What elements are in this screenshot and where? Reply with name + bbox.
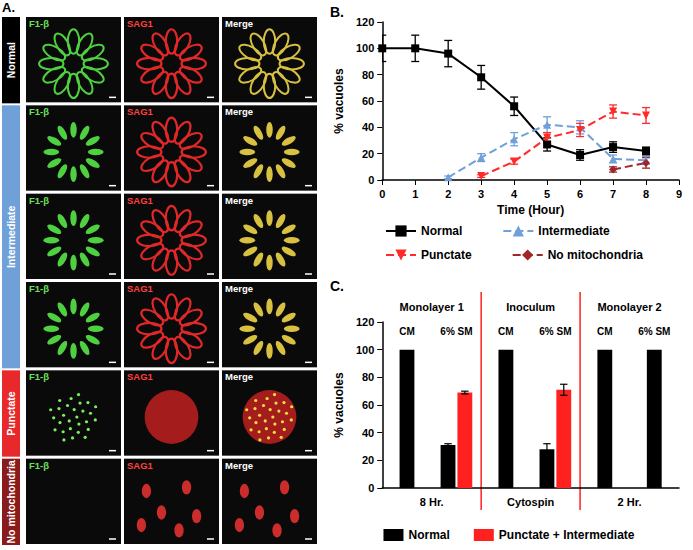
svg-text:0: 0: [368, 482, 374, 494]
svg-text:CM: CM: [399, 326, 415, 337]
svg-text:40: 40: [362, 427, 374, 439]
svg-text:0: 0: [379, 188, 385, 200]
svg-text:Normal: Normal: [408, 528, 449, 542]
svg-text:CM: CM: [498, 326, 514, 337]
svg-text:C.: C.: [330, 278, 344, 294]
svg-text:F1-β: F1-β: [29, 460, 49, 471]
svg-text:Time (Hour): Time (Hour): [497, 203, 564, 217]
svg-text:80: 80: [362, 69, 374, 81]
svg-text:3: 3: [478, 188, 484, 200]
svg-text:8 Hr.: 8 Hr.: [420, 496, 444, 508]
svg-text:SAG1: SAG1: [127, 18, 154, 29]
svg-text:40: 40: [362, 121, 374, 133]
svg-text:Merge: Merge: [225, 460, 253, 471]
svg-text:No mitochondria: No mitochondria: [5, 460, 17, 544]
svg-text:60: 60: [362, 399, 374, 411]
svg-text:Punctate: Punctate: [421, 248, 472, 262]
svg-text:Punctate + Intermediate: Punctate + Intermediate: [499, 528, 635, 542]
svg-text:Merge: Merge: [225, 195, 253, 206]
svg-text:SAG1: SAG1: [127, 283, 154, 294]
svg-text:0: 0: [368, 174, 374, 186]
svg-text:Normal: Normal: [5, 42, 17, 78]
svg-text:F1-β: F1-β: [29, 18, 49, 29]
svg-text:5: 5: [544, 188, 550, 200]
svg-text:Punctate: Punctate: [5, 391, 17, 436]
svg-text:Inoculum: Inoculum: [506, 301, 555, 313]
svg-text:9: 9: [676, 188, 682, 200]
svg-text:Monolayer 1: Monolayer 1: [400, 301, 464, 313]
svg-text:F1-β: F1-β: [29, 371, 49, 382]
svg-text:F1-β: F1-β: [29, 106, 49, 117]
svg-text:Normal: Normal: [421, 224, 462, 238]
svg-text:F1-β: F1-β: [29, 283, 49, 294]
svg-text:SAG1: SAG1: [127, 371, 154, 382]
svg-text:6% SM: 6% SM: [638, 326, 670, 337]
svg-text:100: 100: [356, 344, 374, 356]
svg-text:% vacuoles: % vacuoles: [332, 372, 346, 438]
svg-text:7: 7: [610, 188, 616, 200]
svg-text:Intermediate: Intermediate: [5, 205, 17, 268]
svg-text:A.: A.: [2, 0, 15, 15]
svg-text:Merge: Merge: [225, 18, 253, 29]
svg-text:80: 80: [362, 371, 374, 383]
svg-text:1: 1: [412, 188, 418, 200]
svg-text:Cytospin: Cytospin: [507, 496, 554, 508]
svg-text:CM: CM: [597, 326, 613, 337]
svg-text:2 Hr.: 2 Hr.: [618, 496, 642, 508]
svg-text:Merge: Merge: [225, 283, 253, 294]
svg-text:F1-β: F1-β: [29, 195, 49, 206]
svg-text:20: 20: [362, 148, 374, 160]
svg-text:Merge: Merge: [225, 106, 253, 117]
svg-text:4: 4: [511, 188, 518, 200]
svg-text:B.: B.: [330, 4, 344, 20]
svg-text:120: 120: [356, 316, 374, 328]
svg-text:100: 100: [356, 42, 374, 54]
svg-text:6% SM: 6% SM: [440, 326, 472, 337]
svg-text:120: 120: [356, 16, 374, 28]
svg-text:Intermediate: Intermediate: [538, 224, 610, 238]
svg-text:20: 20: [362, 454, 374, 466]
svg-text:% vacuoles: % vacuoles: [332, 68, 346, 134]
svg-text:No mitochondria: No mitochondria: [548, 248, 644, 262]
svg-text:6% SM: 6% SM: [539, 326, 571, 337]
svg-text:SAG1: SAG1: [127, 106, 154, 117]
svg-text:Monolayer 2: Monolayer 2: [597, 301, 661, 313]
svg-text:60: 60: [362, 95, 374, 107]
svg-text:SAG1: SAG1: [127, 195, 154, 206]
svg-text:Merge: Merge: [225, 371, 253, 382]
svg-text:8: 8: [643, 188, 649, 200]
svg-text:2: 2: [445, 188, 451, 200]
svg-text:SAG1: SAG1: [127, 460, 154, 471]
svg-text:6: 6: [577, 188, 583, 200]
